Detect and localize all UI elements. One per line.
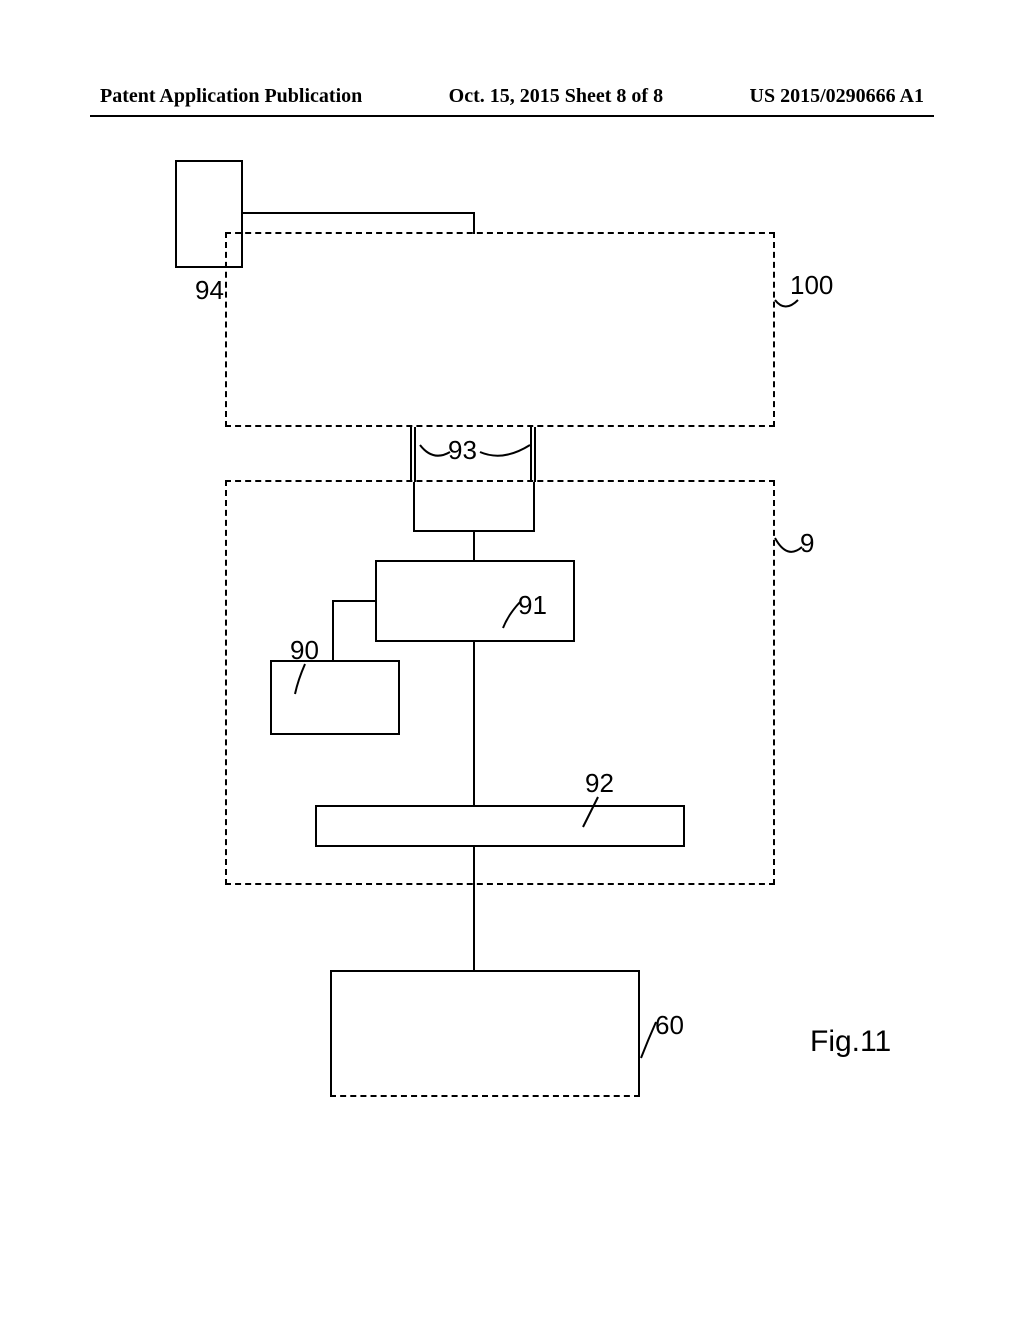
conn-91-90-h: [332, 600, 377, 602]
block-60: [330, 970, 640, 1095]
page-header: Patent Application Publication Oct. 15, …: [0, 85, 1024, 108]
lead-91: [500, 600, 525, 630]
lead-60: [638, 1020, 663, 1060]
lead-93-right: [478, 440, 533, 465]
lead-92: [580, 795, 605, 830]
conn-9-91-right: [533, 482, 535, 532]
figure-diagram: 94 100 93 9 91 90 92 60 Fig.11: [0, 140, 1024, 1240]
lead-90: [293, 662, 318, 697]
block-92: [315, 805, 685, 847]
label-94: 94: [195, 275, 224, 306]
publication-number: US 2015/0290666 A1: [750, 85, 924, 108]
conn-94-100-h: [243, 212, 475, 214]
conn-93-left: [410, 427, 416, 482]
conn-92-60: [473, 847, 475, 972]
block-100: [225, 232, 775, 427]
conn-91-92: [473, 642, 475, 807]
block-90: [270, 660, 400, 735]
conn-94-100-v: [473, 212, 475, 234]
conn-91-90-v: [332, 600, 334, 662]
publication-type: Patent Application Publication: [100, 85, 362, 108]
figure-number: Fig.11: [810, 1025, 891, 1059]
lead-9: [772, 535, 807, 570]
lead-93-left: [418, 440, 453, 465]
date-sheet: Oct. 15, 2015 Sheet 8 of 8: [449, 85, 663, 108]
conn-91-top-v: [473, 530, 475, 562]
conn-9-91-left: [413, 482, 415, 532]
block-60-bottom: [330, 1095, 640, 1097]
lead-100: [770, 295, 800, 325]
header-divider: [90, 115, 934, 117]
